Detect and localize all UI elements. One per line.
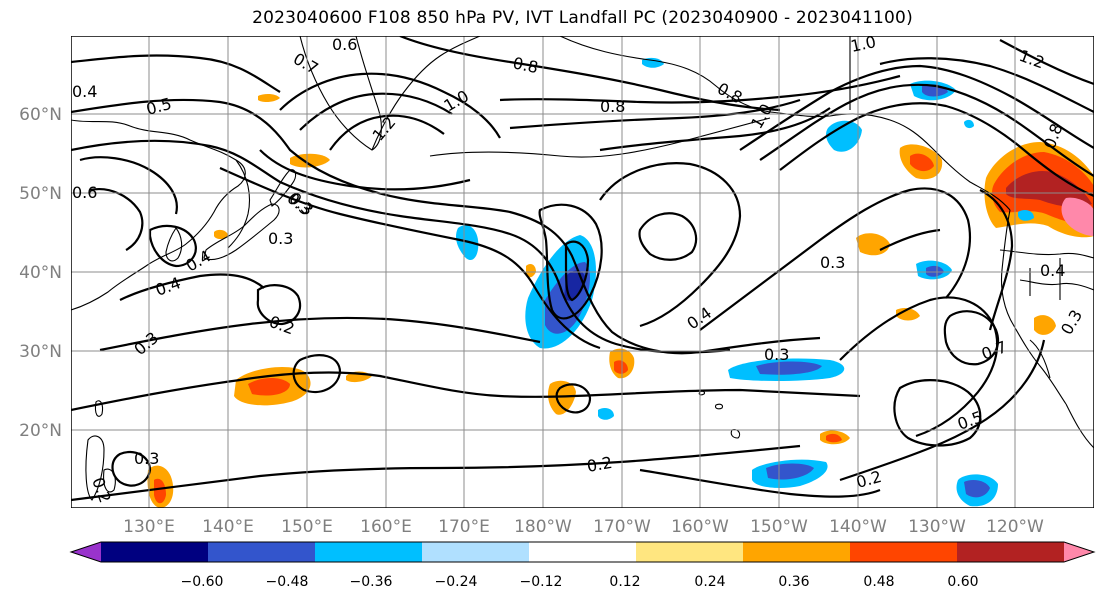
- colorbar-extend-min: [71, 542, 101, 562]
- colorbar-segment: [743, 542, 851, 562]
- contour-label: 0.3: [268, 229, 293, 248]
- colorbar-segment: [957, 542, 1065, 562]
- colorbar-segment: [315, 542, 423, 562]
- colorbar-tick-label: 0.12: [609, 574, 640, 590]
- lon-label: 180°W: [514, 517, 572, 537]
- lon-label: 150°W: [750, 517, 808, 537]
- colorbar-extend-max: [1064, 542, 1094, 562]
- contour-label: 0.8: [600, 97, 625, 116]
- colorbar-tick-label: −0.36: [350, 574, 393, 590]
- colorbar-segment: [422, 542, 530, 562]
- contour-label: 0.4: [1040, 261, 1065, 280]
- lon-label: 170°E: [438, 517, 490, 537]
- colorbar-tick-label: 0.36: [778, 574, 809, 590]
- lat-label: 50°N: [19, 184, 62, 204]
- map-title: 2023040600 F108 850 hPa PV, IVT Landfall…: [252, 8, 913, 28]
- lat-label: 60°N: [19, 105, 62, 125]
- contour-label: 0.3: [134, 449, 159, 468]
- colorbar-tick-labels: −0.60 −0.48 −0.36 −0.24 −0.12 0.12 0.24 …: [181, 574, 979, 590]
- lon-label: 150°E: [281, 517, 333, 537]
- contour-label: 0.2: [585, 453, 613, 476]
- lon-label: 130°E: [123, 517, 175, 537]
- colorbar-segment: [529, 542, 637, 562]
- lat-label: 30°N: [19, 342, 62, 362]
- colorbar-segment: [636, 542, 744, 562]
- lat-label: 40°N: [19, 263, 62, 283]
- shaded-anomalies: [147, 57, 1094, 508]
- colorbar-segments: [69, 541, 1096, 563]
- colorbar-tick-label: 0.48: [863, 574, 894, 590]
- colorbar-outline: [69, 541, 1096, 563]
- lon-label: 130°W: [908, 517, 966, 537]
- lat-label: 20°N: [19, 421, 62, 441]
- contour-label: 0.3: [820, 253, 845, 272]
- lon-label: 160°E: [360, 517, 412, 537]
- graticule: [71, 36, 1094, 508]
- colorbar-segment: [850, 542, 958, 562]
- contour-label: 1.0: [849, 32, 878, 56]
- colorbar: −0.60 −0.48 −0.36 −0.24 −0.12 0.12 0.24 …: [69, 541, 1096, 590]
- longitude-labels: 130°E 140°E 150°E 160°E 170°E 180°W 170°…: [123, 517, 1044, 537]
- pv-contours: [71, 36, 1094, 502]
- colorbar-tick-label: 0.24: [694, 574, 725, 590]
- lon-label: 120°W: [986, 517, 1044, 537]
- lon-label: 160°W: [671, 517, 729, 537]
- contour-label: 0.6: [72, 183, 97, 202]
- lon-label: 170°W: [593, 517, 651, 537]
- contour-label: 0.6: [332, 35, 357, 54]
- lon-label: 140°E: [202, 517, 254, 537]
- colorbar-tick-label: −0.12: [520, 574, 563, 590]
- contour-label: 0.4: [72, 82, 97, 101]
- colorbar-tick-label: −0.24: [435, 574, 478, 590]
- contour-label: 0.8: [511, 53, 540, 77]
- latitude-labels: 60°N 50°N 40°N 30°N 20°N: [19, 105, 62, 441]
- colorbar-segment: [101, 542, 209, 562]
- colorbar-tick-label: −0.48: [266, 574, 309, 590]
- lon-label: 140°W: [829, 517, 887, 537]
- colorbar-tick-label: 0.60: [947, 574, 978, 590]
- contour-label: 0.3: [764, 345, 789, 364]
- colorbar-tick-label: −0.60: [181, 574, 224, 590]
- map-panel: 0.6 0.7 0.8 1.0 1.2 0.4 0.5 0.6 0.8 0.8 …: [71, 32, 1094, 508]
- colorbar-segment: [208, 542, 316, 562]
